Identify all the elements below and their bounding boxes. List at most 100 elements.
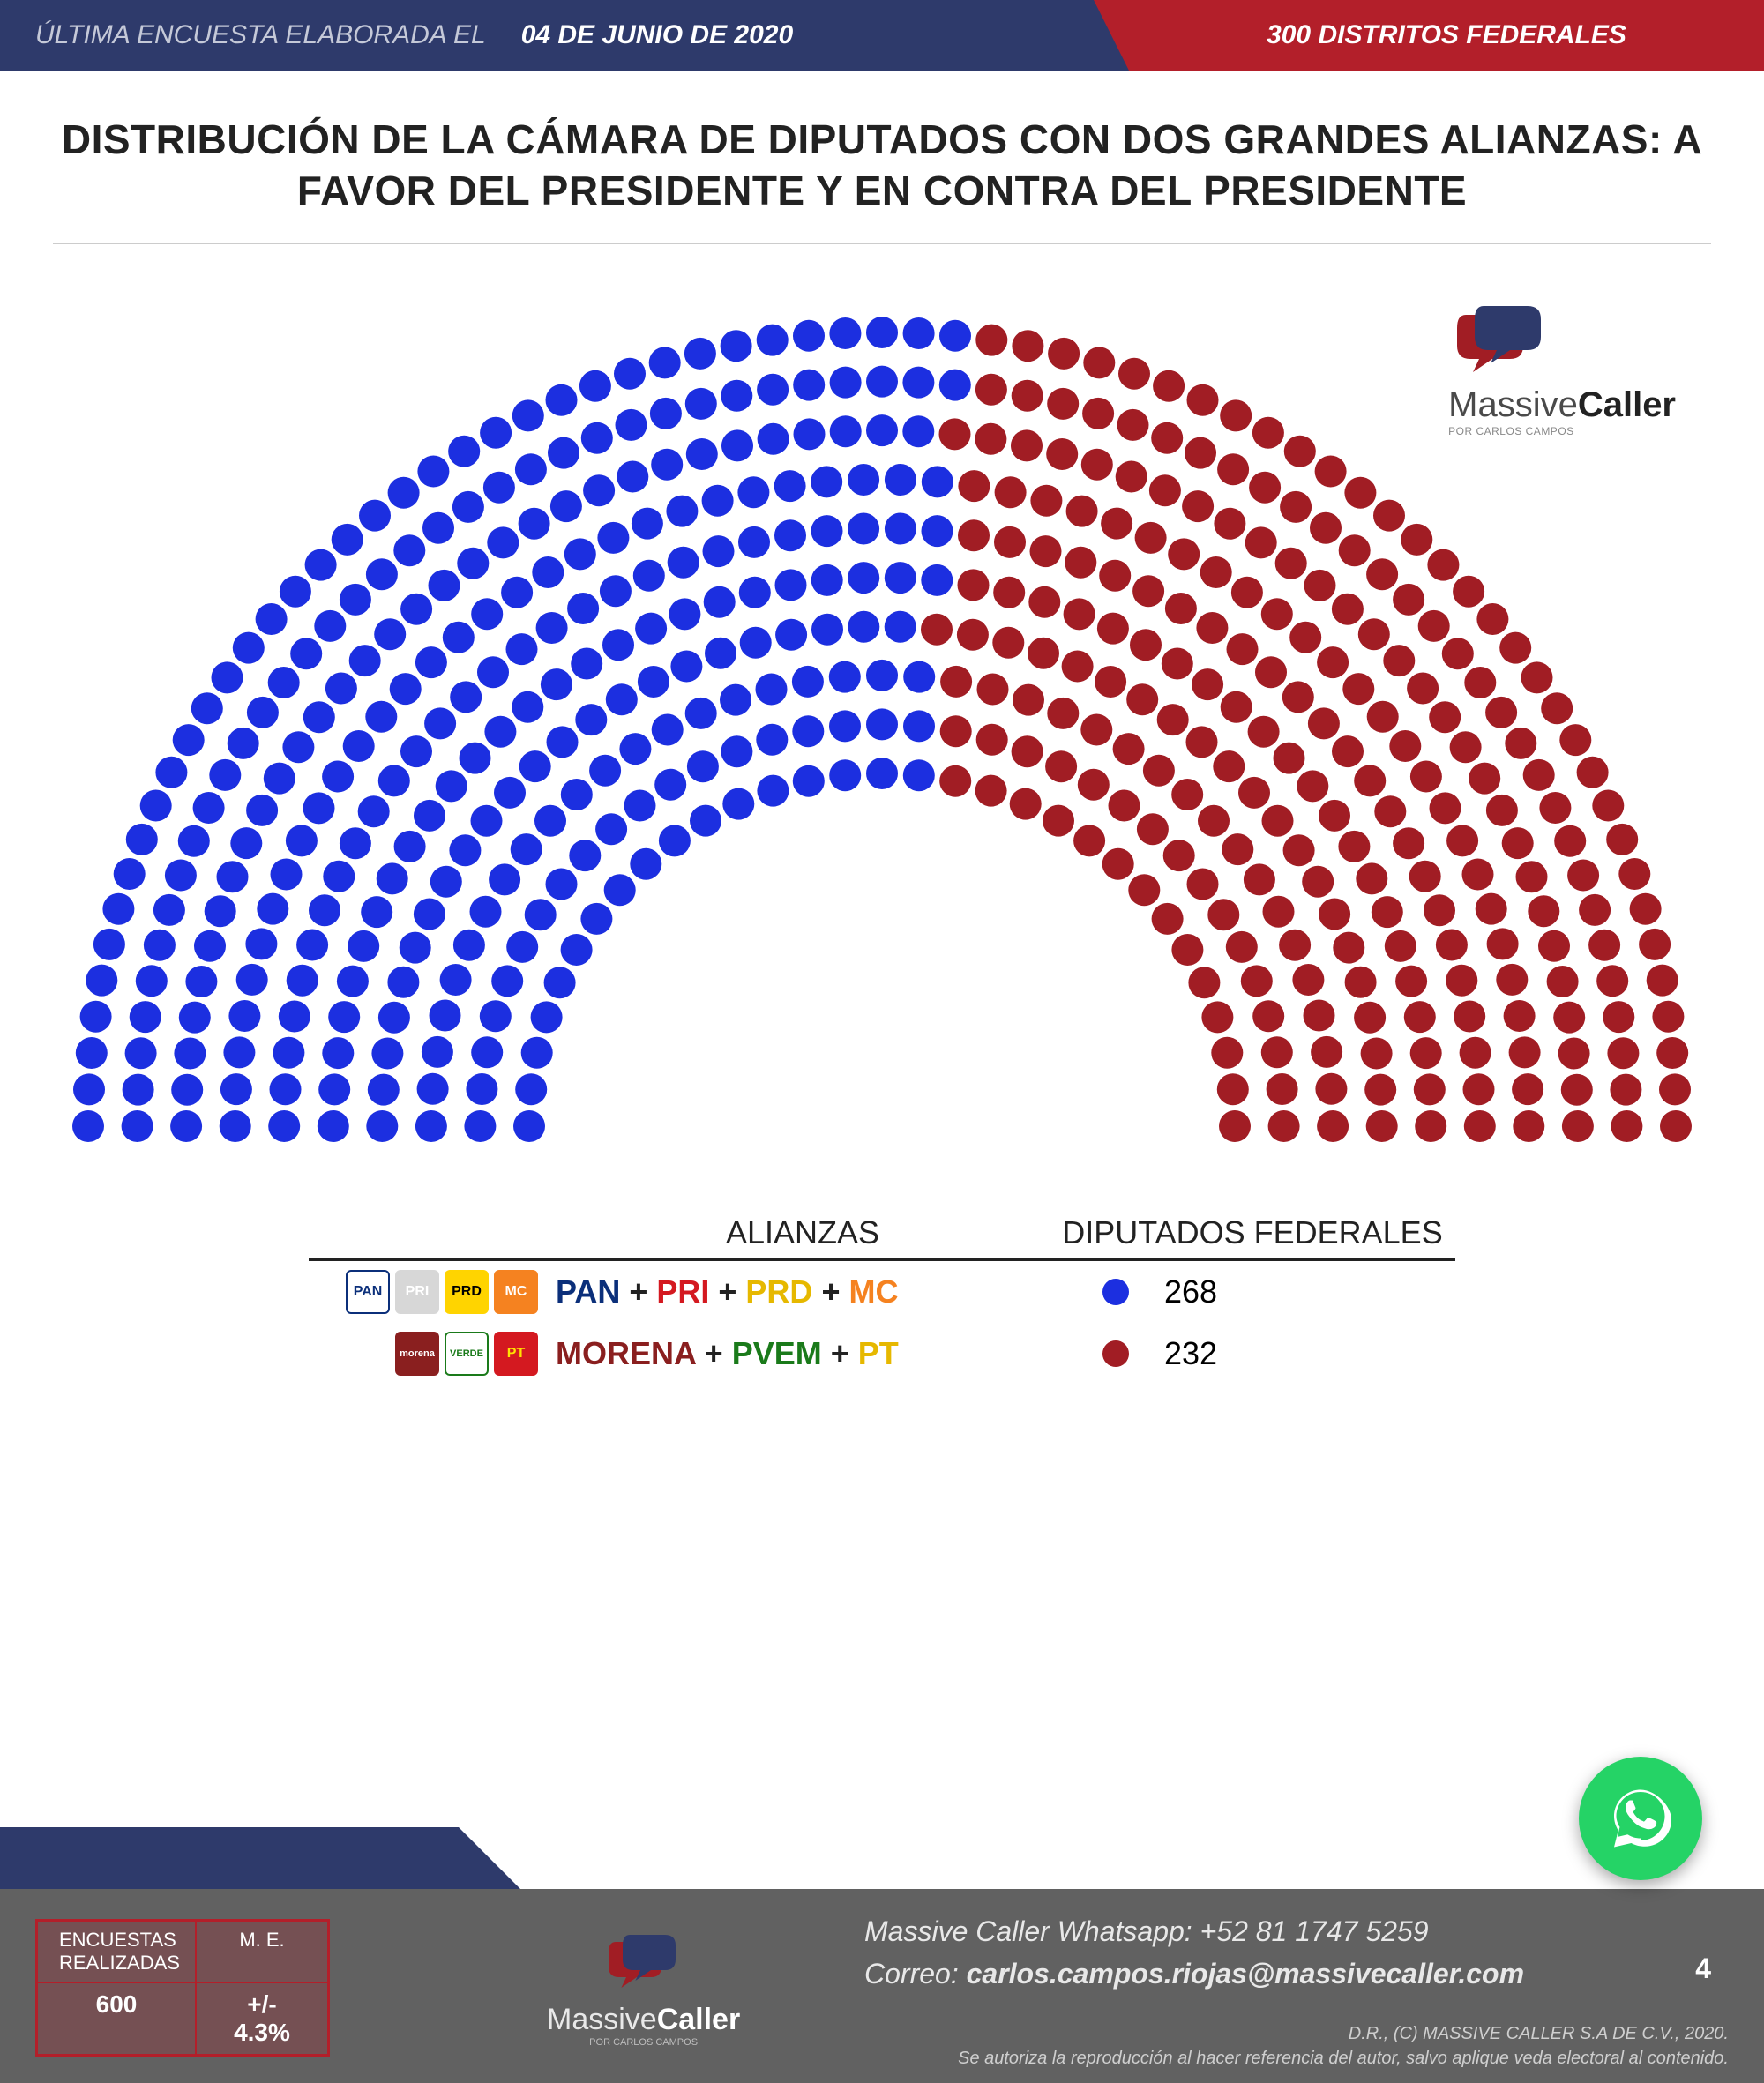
seat-dot <box>1081 449 1113 481</box>
seat-dot <box>654 769 686 801</box>
seat-dot <box>1227 633 1259 665</box>
contact-whatsapp: Massive Caller Whatsapp: +52 81 1747 525… <box>864 1910 1711 1952</box>
seat-dot <box>649 347 681 378</box>
seat-dot <box>173 724 205 756</box>
seat-dot <box>365 701 397 733</box>
seat-dot <box>579 370 611 402</box>
seat-dot <box>1238 777 1270 809</box>
seat-dot <box>1078 769 1110 801</box>
seat-dot <box>1660 1110 1692 1142</box>
seat-dot <box>922 466 953 497</box>
seat-dot <box>1252 417 1284 449</box>
survey-label: ÚLTIMA ENCUESTA ELABORADA EL <box>35 20 486 50</box>
seat-dot <box>144 930 176 961</box>
seat-dot <box>546 869 578 900</box>
seat-dot <box>1241 965 1273 997</box>
whatsapp-button[interactable] <box>1579 1757 1702 1880</box>
seat-dot <box>1101 508 1132 540</box>
seat-dot <box>501 577 533 608</box>
seat-dot <box>1577 757 1609 788</box>
seat-dot <box>494 777 526 809</box>
seat-dot <box>388 477 420 509</box>
seat-dot <box>415 646 447 678</box>
seat-dot <box>422 1036 453 1068</box>
seat-dot <box>194 930 226 962</box>
seat-dot <box>73 1073 105 1105</box>
seat-dot <box>617 461 648 493</box>
seat-dot <box>264 763 295 795</box>
seat-dot <box>1279 930 1311 961</box>
seat-dot <box>922 515 953 547</box>
seat-dot <box>829 661 861 693</box>
seat-dot <box>1462 859 1494 891</box>
seat-dot <box>1339 534 1371 566</box>
seat-dot <box>1255 656 1287 688</box>
legend-header: ALIANZAS DIPUTADOS FEDERALES <box>309 1214 1455 1261</box>
seat-dot <box>1319 800 1350 832</box>
stats-value-surveys: 600 <box>37 1982 196 2055</box>
seat-dot <box>652 714 684 746</box>
seat-dot <box>1611 1110 1642 1142</box>
seat-dot <box>290 638 322 669</box>
seat-dot <box>774 519 806 551</box>
seat-dot <box>525 899 557 930</box>
seat-dot <box>368 1074 400 1106</box>
seat-dot <box>102 893 134 925</box>
legend-dot-icon <box>1102 1279 1129 1305</box>
seat-dot <box>511 833 542 865</box>
seat-dot <box>794 418 826 450</box>
seat-dot <box>1427 549 1459 581</box>
seat-dot <box>757 325 789 356</box>
seat-dot <box>792 715 824 747</box>
seat-dot <box>939 370 971 401</box>
seat-dot <box>1567 860 1599 892</box>
seat-dot <box>515 453 547 485</box>
brand-sub: POR CARLOS CAMPOS <box>1448 425 1676 437</box>
seat-dot <box>86 965 117 997</box>
seat-dot <box>220 1110 251 1142</box>
seat-dot <box>1579 894 1611 926</box>
seat-dot <box>1528 895 1559 927</box>
seat-dot <box>1354 765 1386 796</box>
seat-dot <box>600 575 632 607</box>
seat-dot <box>703 535 735 567</box>
legend-table: ALIANZAS DIPUTADOS FEDERALES PANPRIPRDMC… <box>309 1214 1455 1385</box>
seat-dot <box>1207 899 1239 930</box>
seat-dot <box>1446 965 1477 997</box>
seat-dot <box>737 476 769 508</box>
seat-dot <box>114 858 146 890</box>
seat-dot <box>460 743 491 774</box>
seat-dot <box>271 859 303 891</box>
seat-dot <box>650 398 682 429</box>
seat-dot <box>1513 1110 1544 1142</box>
seat-dot <box>977 674 1009 706</box>
seat-dot <box>1464 667 1496 698</box>
seat-dot <box>1102 848 1134 880</box>
seat-dot <box>1280 491 1312 523</box>
seat-dot <box>212 661 243 693</box>
seat-dot <box>1401 524 1432 556</box>
seat-dot <box>721 380 752 412</box>
seat-dot <box>366 558 398 590</box>
footer: ENCUESTAS REALIZADAS M. E. 600 +/- 4.3% … <box>0 1801 1764 2083</box>
seat-dot <box>378 765 410 796</box>
seat-dot <box>1095 666 1126 698</box>
seat-dot <box>80 1001 112 1033</box>
seat-dot <box>1373 500 1405 532</box>
seat-dot <box>400 594 432 625</box>
seat-dot <box>1588 930 1620 961</box>
seat-dot <box>1647 965 1678 997</box>
seat-dot <box>179 1002 211 1034</box>
seat-dot <box>1453 576 1484 608</box>
seat-dot <box>1367 701 1399 733</box>
seat-dot <box>740 627 772 659</box>
seat-dot <box>230 827 262 859</box>
seat-dot <box>995 476 1027 508</box>
seat-dot <box>903 759 935 791</box>
seat-dot <box>866 708 898 740</box>
top-bar: ÚLTIMA ENCUESTA ELABORADA EL 04 DE JUNIO… <box>0 0 1764 71</box>
seat-dot <box>165 860 197 892</box>
seat-dot <box>1460 1037 1491 1069</box>
seat-dot <box>1356 862 1387 894</box>
seat-dot <box>1267 1073 1298 1105</box>
